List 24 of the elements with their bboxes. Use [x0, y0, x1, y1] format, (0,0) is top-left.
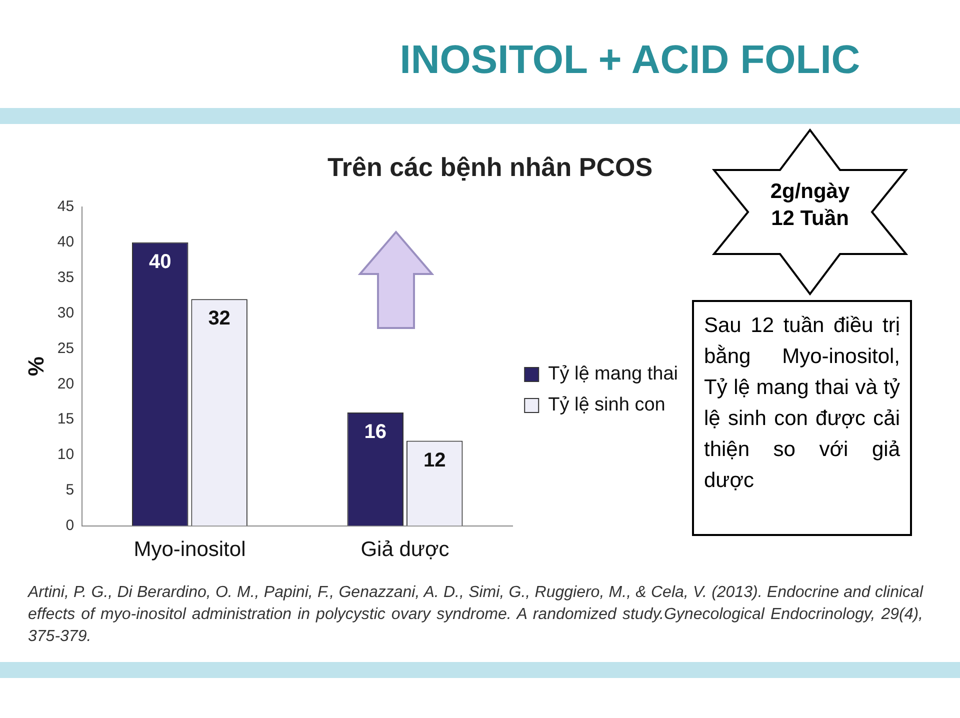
data-label: 16: [364, 420, 387, 443]
y-tick-label: 10: [57, 446, 74, 464]
y-tick-label: 20: [57, 375, 74, 392]
legend-label: Tỷ lệ mang thai: [548, 364, 678, 385]
x-tick-label: Myo-inositol: [134, 538, 246, 562]
data-label: 12: [423, 449, 446, 472]
data-label: 32: [208, 308, 230, 330]
text: 2g/ngày 12 Tuần: [769, 179, 851, 232]
data-label: 40: [148, 250, 172, 273]
y-tick-label: 5: [66, 482, 74, 499]
y-axis-title: %: [23, 356, 48, 376]
y-tick-label: 25: [57, 340, 74, 357]
x-tick-label: Giả dược: [360, 538, 450, 562]
y-tick-label: 15: [57, 410, 74, 428]
text: Sau 12 tuần điều trị bằng Myo-inositol, Tỷ lệ mang thai và tỷ lệ sinh con được cải thiện so với giả dược: [692, 300, 912, 536]
legend-label: Tỷ lệ sinh con: [548, 394, 666, 416]
y-tick-label: 0: [66, 516, 74, 534]
y-tick-label: 35: [57, 268, 74, 286]
text: Artini, P. G., Di Berardino, O. M., Papini, F., Genazzani, A. D., Simi, G., Ruggiero, M., & Cela, V. (2013). Endocrine and clinical effects of myo-inositol administration in polycystic ovary syndrome. A randomized study.Gynecological Endocrinology, 29(4), 375-379.: [28, 583, 923, 647]
y-tick-label: 40: [57, 234, 74, 251]
y-tick-label: 30: [57, 304, 74, 322]
text: INOSITOL + ACID FOLIC: [398, 38, 862, 83]
y-tick-label: 45: [57, 198, 74, 216]
chart-subtitle: Trên các bệnh nhân PCOS: [327, 152, 653, 182]
